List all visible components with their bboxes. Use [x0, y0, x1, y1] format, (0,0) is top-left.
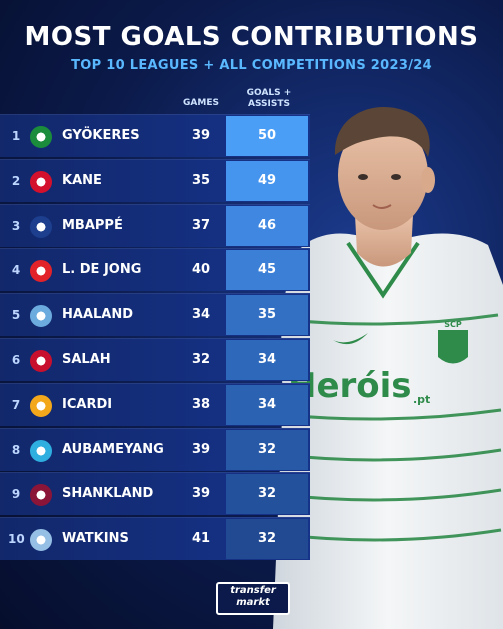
page-title: MOST GOALS CONTRIBUTIONS: [24, 22, 479, 52]
table-row: 4 L. DE JONG 40 45: [0, 248, 310, 292]
column-header-games: GAMES: [183, 98, 219, 108]
bayern-badge-icon: [30, 170, 52, 193]
psg-badge-icon: [30, 215, 52, 238]
games-value: 35: [191, 172, 211, 188]
player-name: GYÖKERES: [62, 128, 140, 143]
games-value: 39: [191, 128, 211, 143]
player-name: SALAH: [62, 352, 111, 367]
liverpool-badge-icon: [30, 350, 52, 372]
player-name: SHANKLAND: [62, 486, 154, 502]
goals-assists-value: 34: [226, 384, 308, 425]
goals-assists-value: 32: [226, 474, 308, 515]
mancity-badge-icon: [30, 305, 52, 328]
rank: 8: [11, 442, 21, 457]
transfermarkt-logo: transfer markt: [216, 582, 290, 615]
sporting-badge-icon: [30, 126, 52, 148]
player-name: L. DE JONG: [62, 262, 142, 278]
logo-line1: transfer: [230, 585, 276, 596]
rank: 4: [11, 263, 21, 278]
marseille-badge-icon: [30, 439, 52, 462]
nike-swoosh-icon: [333, 333, 368, 345]
column-header-ga-line1: GOALS +: [246, 88, 292, 98]
rank: 3: [11, 218, 21, 233]
games-value: 37: [191, 217, 211, 233]
goals-assists-value: 46: [226, 205, 308, 246]
sporting-crest-icon: SCP: [438, 320, 468, 364]
shirt-sponsor-suffix: .pt: [413, 393, 430, 406]
games-value: 38: [191, 396, 211, 412]
logo-line2: markt: [236, 597, 270, 608]
rank: 2: [11, 173, 21, 188]
player-name: MBAPPÉ: [62, 217, 123, 233]
table-row: 3 MBAPPÉ 37 46: [0, 203, 310, 247]
games-value: 40: [191, 262, 211, 278]
table-row: 6 SALAH 32 34: [0, 338, 310, 381]
table-row: 8 AUBAMEYANG 39 32: [0, 427, 310, 471]
psv-badge-icon: [30, 260, 52, 283]
goals-assists-value: 35: [226, 295, 308, 336]
player-photo: SCP Heróis .pt: [273, 107, 503, 629]
games-value: 39: [191, 441, 211, 457]
player-name: AUBAMEYANG: [62, 441, 164, 457]
goals-assists-value: 50: [226, 116, 308, 156]
rank: 9: [11, 487, 21, 502]
games-value: 32: [191, 352, 211, 367]
table-row: 9 SHANKLAND 39 32: [0, 472, 310, 516]
goals-assists-value: 34: [226, 340, 308, 380]
player-name: WATKINS: [62, 531, 129, 547]
astonvilla-badge-icon: [30, 529, 52, 552]
table-row: 10 WATKINS 41 32: [0, 517, 310, 561]
player-name: KANE: [62, 172, 102, 188]
player-name: HAALAND: [62, 307, 134, 323]
table-row: 7 ICARDI 38 34: [0, 382, 310, 426]
games-value: 39: [191, 486, 211, 502]
player-name: ICARDI: [62, 396, 113, 412]
column-header-goals-assists: GOALS + ASSISTS: [236, 88, 302, 110]
games-value: 34: [191, 307, 211, 323]
table-row: 1 GYÖKERES 39 50: [0, 114, 310, 157]
goals-assists-value: 45: [226, 250, 308, 291]
hearts-badge-icon: [30, 484, 52, 507]
goals-assists-value: 32: [226, 519, 308, 560]
rank: 10: [8, 532, 25, 547]
table-row: 2 KANE 35 49: [0, 158, 310, 202]
rank: 1: [11, 129, 21, 143]
column-header-ga-line2: ASSISTS: [248, 99, 290, 109]
games-value: 41: [191, 531, 211, 547]
table-row: 5 HAALAND 34 35: [0, 293, 310, 337]
goals-assists-value: 49: [226, 160, 308, 201]
crest-text: SCP: [444, 320, 462, 329]
page-subtitle: TOP 10 LEAGUES + ALL COMPETITIONS 2023/2…: [71, 58, 432, 73]
galatasaray-badge-icon: [30, 394, 52, 417]
rank: 7: [11, 397, 21, 412]
rank: 5: [11, 308, 21, 323]
rank: 6: [11, 353, 21, 367]
goals-assists-value: 32: [226, 429, 308, 470]
